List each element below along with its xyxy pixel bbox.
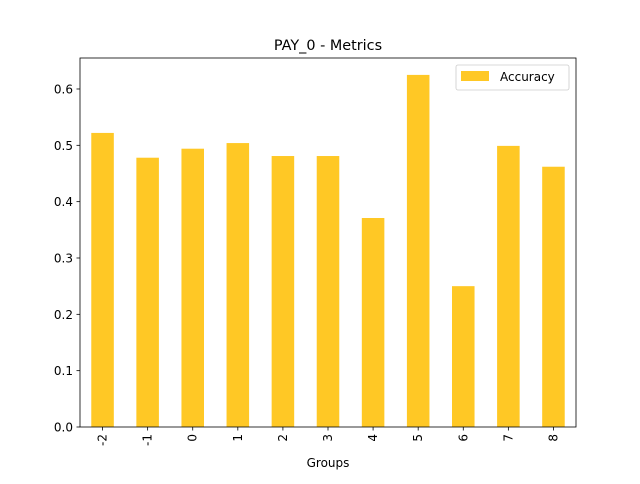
axes-frame <box>79 57 577 428</box>
bar-0 <box>181 148 204 428</box>
y-tick-label: 0.5 <box>54 139 73 153</box>
x-tick-label: 7 <box>501 434 515 442</box>
x-tick-label: 8 <box>546 434 560 442</box>
bar--1 <box>136 157 159 427</box>
y-tick-label: 0.2 <box>54 308 73 322</box>
legend-label: Accuracy <box>500 70 555 84</box>
bar-7 <box>497 145 520 427</box>
legend-swatch <box>461 71 489 81</box>
bar--2 <box>91 132 114 428</box>
y-tick-label: 0.1 <box>54 364 73 378</box>
bar-3 <box>316 156 340 428</box>
x-tick-label: -2 <box>96 434 110 446</box>
legend: Accuracy <box>455 64 570 91</box>
x-tick-label: 1 <box>231 434 245 442</box>
x-tick-label: 6 <box>456 434 470 442</box>
x-tick-label: 0 <box>186 434 200 442</box>
bar-6 <box>452 286 475 427</box>
y-tick-label: 0.4 <box>54 195 73 209</box>
x-axis-label: Groups <box>307 456 350 470</box>
bar-2 <box>271 156 295 428</box>
x-tick-label: -1 <box>141 434 155 446</box>
x-tick-label: 5 <box>411 434 425 442</box>
x-tick-label: 3 <box>321 434 335 442</box>
bar-4 <box>361 217 385 427</box>
y-tick-label: 0.3 <box>54 251 73 265</box>
y-tick-label: 0.6 <box>54 82 73 96</box>
bar-8 <box>542 166 565 427</box>
chart-title: PAY_0 - Metrics <box>274 38 382 54</box>
bar-1 <box>226 143 250 427</box>
x-tick-label: 4 <box>366 434 380 442</box>
x-tick-label: 2 <box>276 434 290 442</box>
y-tick-label: 0.0 <box>54 421 73 435</box>
bar-5 <box>406 74 430 428</box>
